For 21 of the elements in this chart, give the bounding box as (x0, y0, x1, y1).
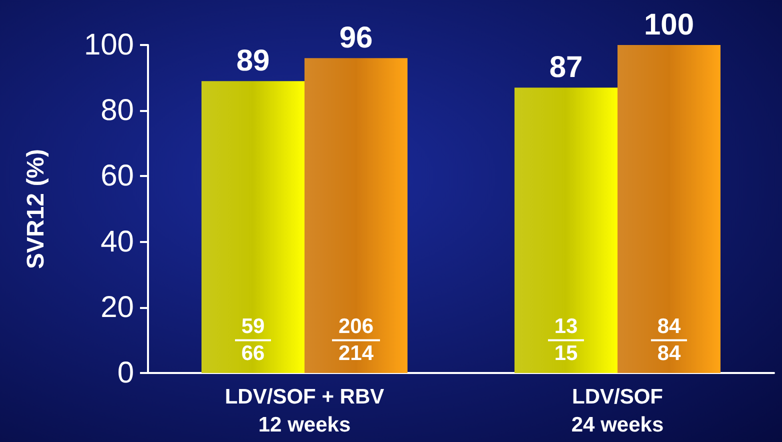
y-tick-label: 80 (100, 94, 134, 128)
y-tick-label: 20 (100, 290, 134, 324)
x-tick-label: LDV/SOF + RBV 12 weeks (224, 386, 384, 436)
annotation: 13 15 (554, 315, 578, 366)
annotation: 59 66 (241, 315, 265, 366)
bar (618, 45, 720, 373)
data-label: 100 (644, 8, 694, 42)
data-label: 87 (549, 51, 583, 84)
data-label: 89 (236, 44, 270, 78)
y-axis-title: SVR12 (%) (22, 148, 50, 270)
annotation: 206 214 (338, 315, 374, 366)
y-tick-label: 60 (100, 160, 134, 193)
x-tick-label: LDV/SOF 24 weeks (571, 386, 664, 436)
data-label: 96 (339, 22, 373, 55)
bar (202, 81, 304, 373)
y-tick-label: 0 (117, 356, 134, 390)
y-tick-label: 100 (84, 28, 134, 62)
bar (304, 58, 408, 373)
y-tick-label: 40 (100, 225, 134, 258)
bar (514, 88, 618, 373)
annotation: 84 84 (657, 315, 681, 366)
